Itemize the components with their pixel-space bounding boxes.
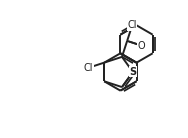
Text: Cl: Cl xyxy=(84,63,93,73)
Text: S: S xyxy=(129,67,136,77)
Text: O: O xyxy=(138,41,146,51)
Text: Cl: Cl xyxy=(127,20,137,30)
